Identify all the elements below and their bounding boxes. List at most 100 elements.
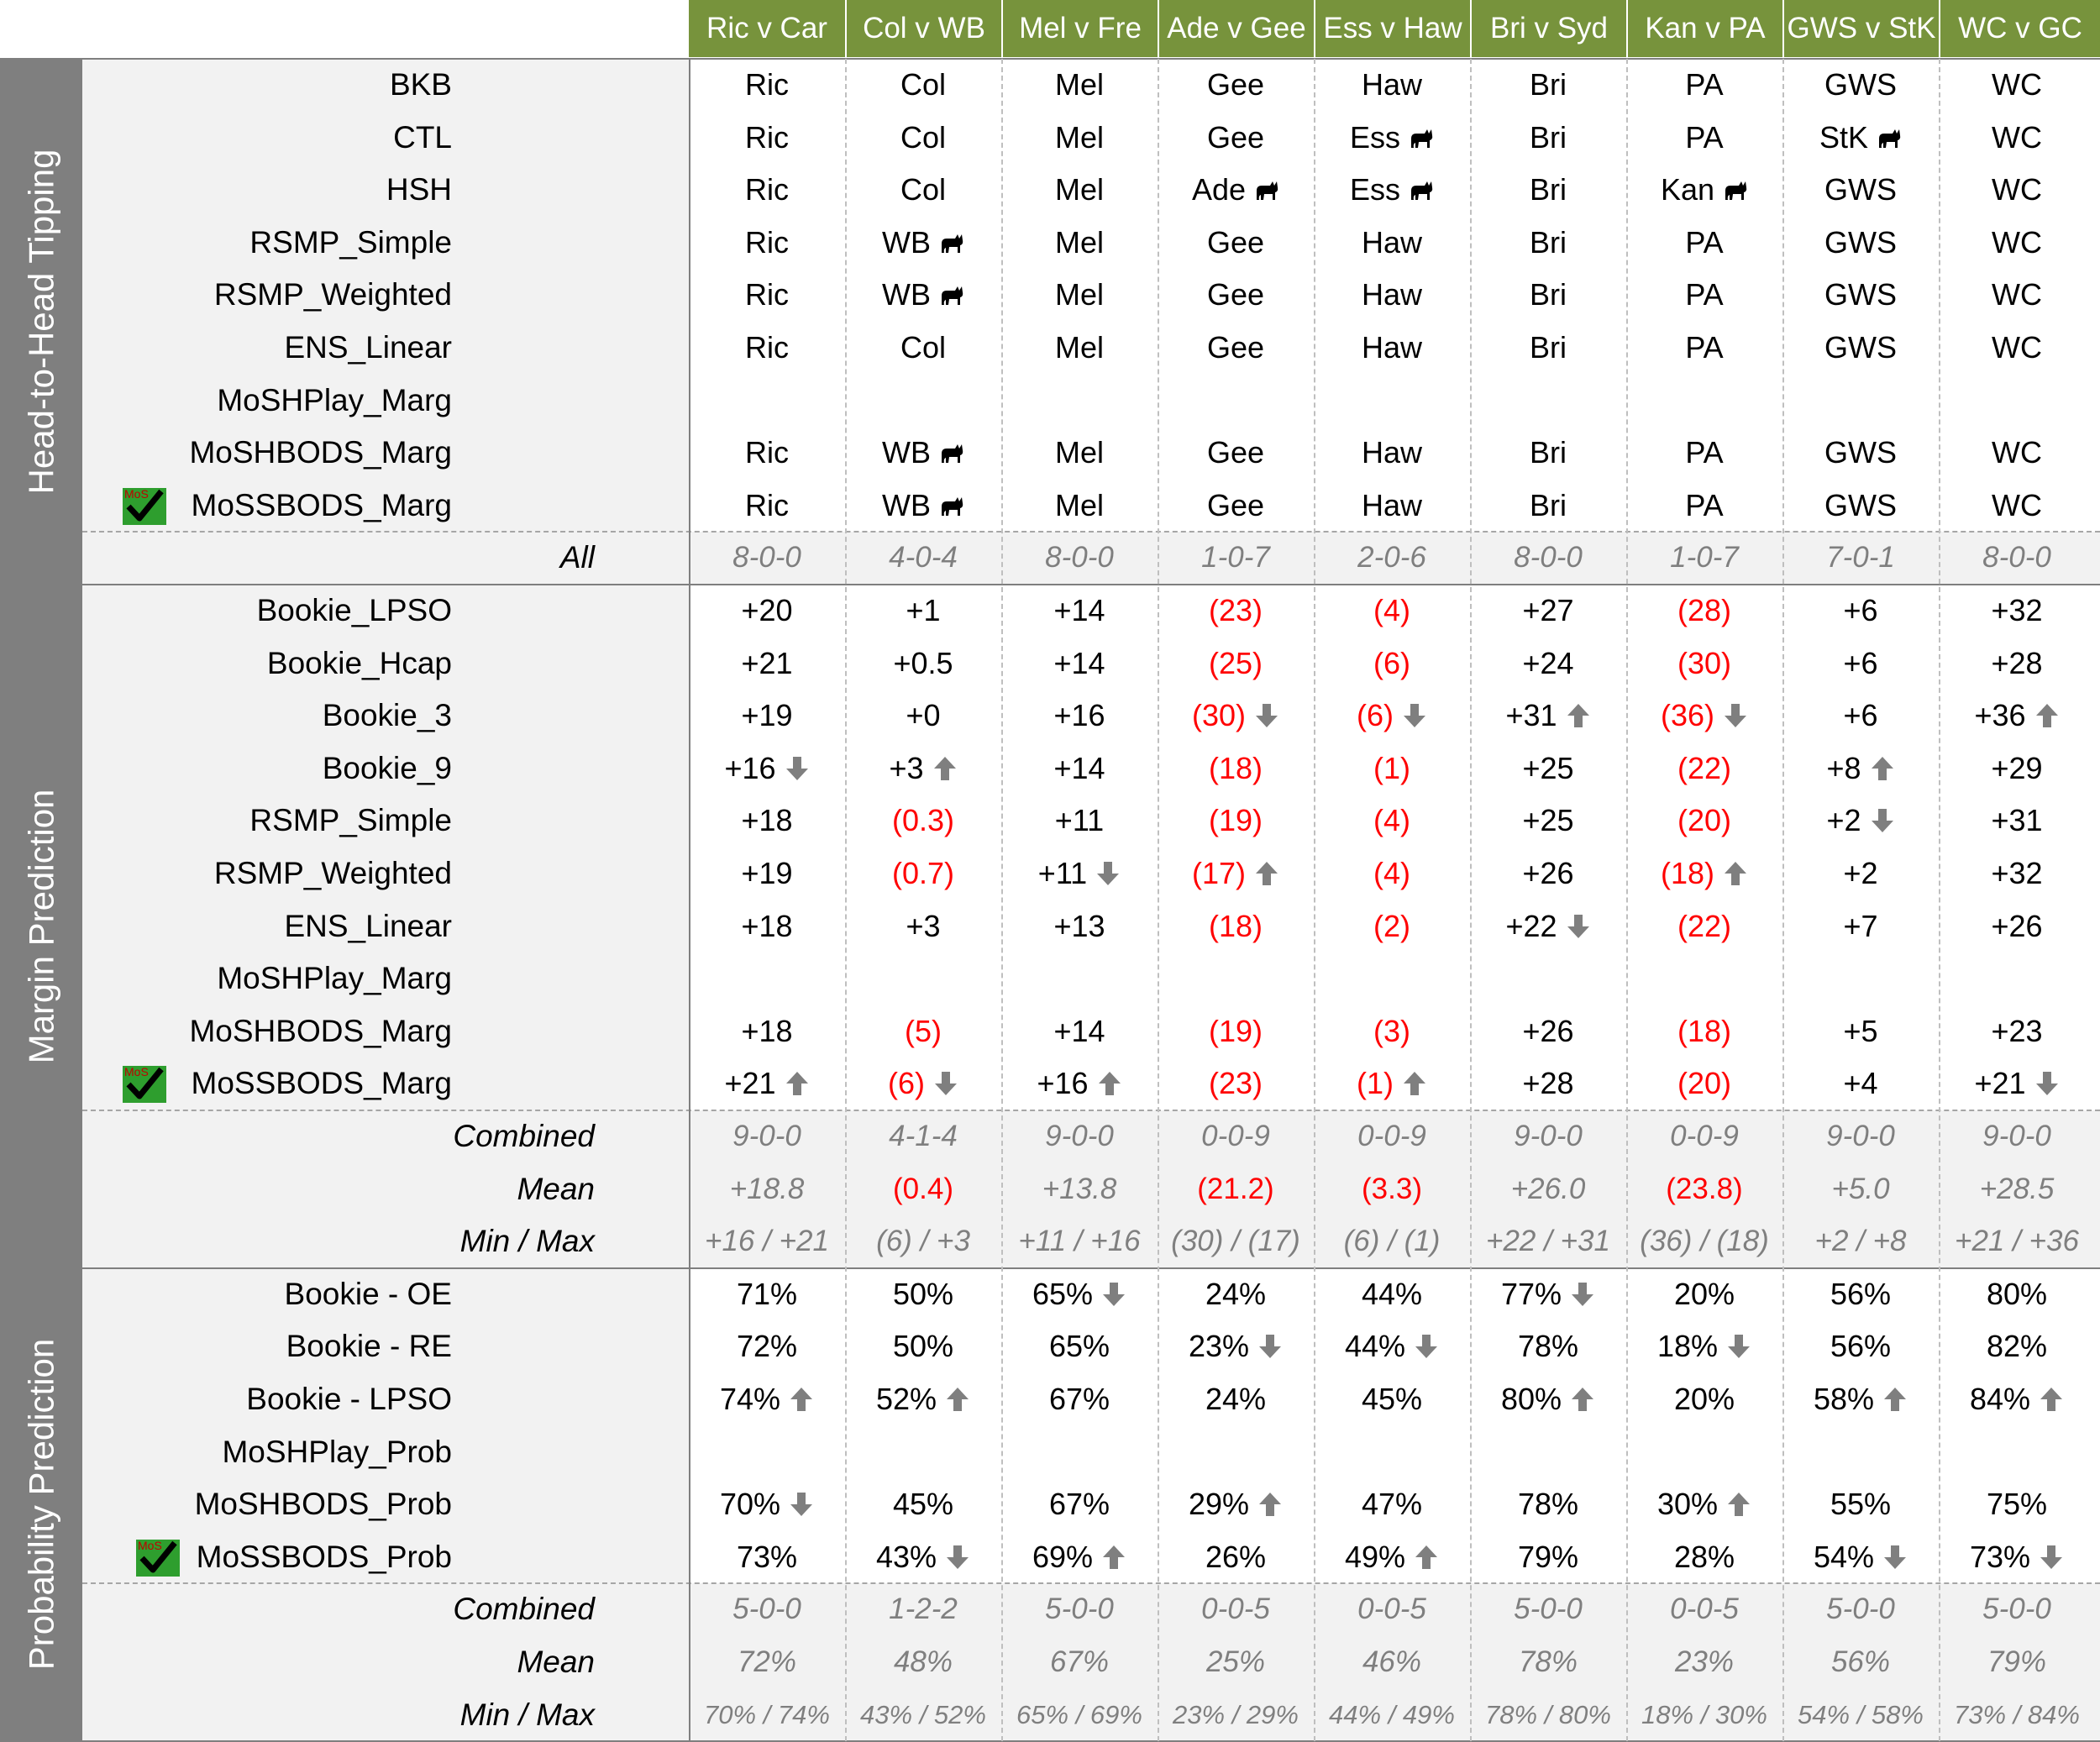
table-cell: 28% [1626, 1531, 1782, 1583]
cell-value: Haw [1361, 277, 1423, 312]
row-label-band [82, 585, 689, 1110]
cell-value: WB [882, 277, 931, 312]
table-cell [845, 375, 1001, 427]
table-cell: Gee [1158, 322, 1314, 374]
cell-value: 56% [1830, 1329, 1892, 1364]
cell-value: 58% [1813, 1382, 1875, 1416]
table-cell: +4 [1782, 1057, 1939, 1110]
cell-value: (1) [1357, 1066, 1394, 1101]
table-cell: (2) [1314, 900, 1470, 952]
table-cell: WC [1939, 164, 2095, 216]
cell-value: Ric [745, 487, 789, 522]
table-cell: +16 [1001, 690, 1158, 742]
table-cell: +11 [1001, 847, 1158, 900]
table-cell: +2 [1782, 847, 1939, 900]
cell-value: WB [882, 487, 931, 522]
cell-value: Gee [1206, 330, 1265, 365]
cell-value: Gee [1206, 487, 1265, 522]
table-cell: PA [1626, 112, 1782, 164]
table-cell: +36 [1939, 690, 2095, 742]
cell-value: +18 [741, 908, 793, 943]
table-cell [845, 1426, 1001, 1478]
arrow-down-icon [1414, 1333, 1439, 1360]
table-cell: Mel [1001, 112, 1158, 164]
cell-value: (23) [1208, 593, 1263, 627]
column-divider [1470, 59, 1472, 1742]
arrow-up-icon [945, 1386, 970, 1413]
table-cell [1939, 952, 2095, 1005]
cell-value: (18) [1208, 908, 1263, 943]
table-cell [1158, 375, 1314, 427]
cell-value: +2 [1826, 803, 1861, 838]
table-cell [1782, 375, 1939, 427]
table-cell: Haw [1314, 217, 1470, 269]
table-cell: +28 [1470, 1057, 1626, 1110]
column-divider [1001, 59, 1003, 1742]
summary-cell: (30) / (17) [1171, 1225, 1300, 1258]
table-cell: 58% [1782, 1373, 1939, 1425]
table-cell: WC [1939, 427, 2095, 479]
cell-value: GWS [1824, 277, 1897, 312]
cell-value: 54% [1813, 1539, 1875, 1574]
table-cell: +3 [845, 742, 1001, 795]
arrow-up-icon [1101, 1544, 1126, 1571]
cell-value: 26% [1205, 1539, 1267, 1574]
check-badge-text: MoS [124, 486, 149, 501]
cell-value: WB [882, 224, 931, 260]
column-divider [845, 59, 847, 1742]
table-cell: (18) [1158, 742, 1314, 795]
column-header: Col v WB [845, 0, 1001, 57]
table-cell: 24% [1158, 1268, 1314, 1320]
table-cell: (1) [1314, 1057, 1470, 1110]
cell-value: PA [1685, 224, 1724, 260]
cell-value: +7 [1843, 908, 1878, 943]
summary-label: Combined [453, 1119, 595, 1153]
arrow-up-icon [2034, 702, 2060, 729]
cell-value: (30) [1677, 645, 1732, 680]
table-cell: +16 [1001, 1057, 1158, 1110]
cell-value: +6 [1843, 593, 1878, 627]
arrow-up-icon [1723, 860, 1748, 887]
table-cell: 54% [1782, 1531, 1939, 1583]
summary-band [82, 532, 2100, 585]
table-cell [1470, 952, 1626, 1005]
cell-value: Mel [1054, 224, 1104, 260]
column-header: Ric v Car [689, 0, 845, 57]
table-cell: 65% [1001, 1320, 1158, 1372]
summary-cell: 43% / 52% [860, 1699, 986, 1729]
cell-value: 73% [1969, 1539, 2031, 1574]
table-cell: (4) [1314, 847, 1470, 900]
table-cell: +20 [689, 585, 845, 637]
cell-value: Mel [1054, 330, 1104, 365]
cell-value: +32 [1991, 856, 2043, 890]
cell-value: Bri [1530, 277, 1567, 312]
arrow-down-icon [1882, 1544, 1908, 1571]
cell-value: Col [900, 119, 947, 155]
table-cell [1470, 1426, 1626, 1478]
column-header: Mel v Fre [1001, 0, 1158, 57]
cell-value: 65% [1032, 1276, 1094, 1311]
table-cell: Gee [1158, 427, 1314, 479]
cell-value: +6 [1843, 645, 1878, 680]
cell-value: (18) [1660, 856, 1715, 890]
summary-cell: 23% [1674, 1645, 1735, 1678]
table-cell: (20) [1626, 795, 1782, 847]
arrow-down-icon [785, 755, 810, 782]
summary-cell: 79% [1987, 1645, 2047, 1678]
table-cell: 69% [1001, 1531, 1158, 1583]
summary-cell: 4-0-4 [889, 541, 958, 575]
table-cell: (4) [1314, 585, 1470, 637]
table-cell: Haw [1314, 427, 1470, 479]
table-cell: (6) [1314, 638, 1470, 690]
cell-value: 84% [1969, 1382, 2031, 1416]
section-divider [0, 58, 2100, 60]
cell-value: 65% [1048, 1329, 1110, 1364]
summary-cell: +11 / +16 [1018, 1225, 1141, 1258]
table-cell: +26 [1470, 847, 1626, 900]
summary-cell: 4-1-4 [889, 1120, 958, 1152]
cell-value: Mel [1054, 67, 1104, 102]
table-cell [1001, 375, 1158, 427]
summary-divider [82, 531, 2100, 533]
cell-value: Gee [1206, 277, 1265, 312]
